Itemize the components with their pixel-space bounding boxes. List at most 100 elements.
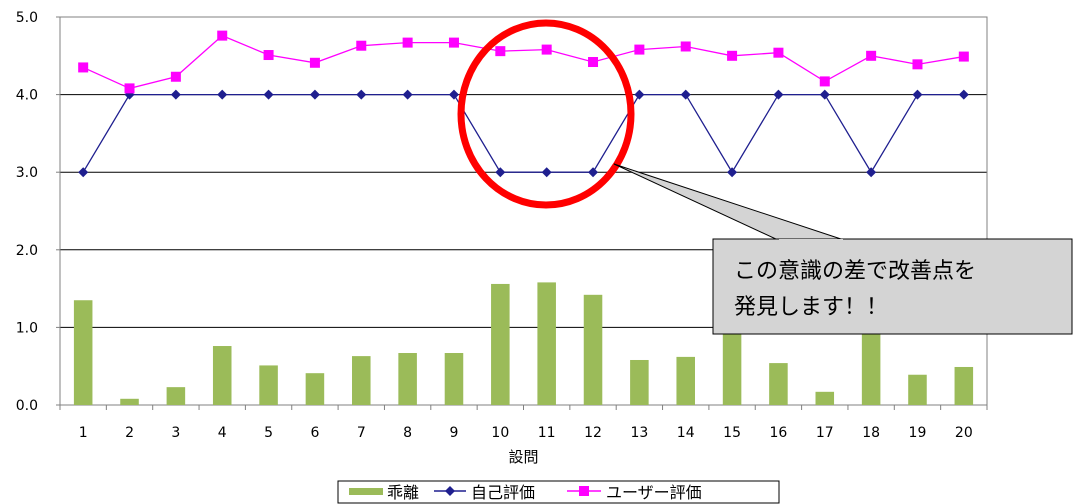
bar (583, 294, 603, 405)
x-tick-label: 11 (538, 425, 556, 441)
y-tick-label: 2.0 (16, 243, 38, 259)
x-tick-label: 20 (955, 425, 973, 441)
point (727, 50, 738, 61)
x-tick-label: 14 (677, 425, 695, 441)
x-tick-label: 5 (264, 425, 273, 441)
point (958, 51, 969, 62)
plot-frame (59, 16, 988, 406)
bar (398, 353, 417, 405)
point (866, 50, 877, 61)
point (356, 40, 367, 51)
point (448, 37, 459, 48)
point (680, 89, 691, 100)
x-tick-label: 19 (909, 425, 927, 441)
bar (908, 374, 927, 405)
point (124, 83, 135, 94)
point (588, 57, 599, 68)
x-tick-label: 3 (171, 425, 180, 441)
bar (491, 283, 510, 405)
legend-marker-user (579, 486, 589, 496)
bar (537, 282, 556, 405)
point (680, 41, 691, 52)
bar (444, 353, 464, 405)
point (263, 89, 274, 100)
point (217, 30, 228, 41)
point (541, 167, 552, 178)
point (309, 89, 320, 100)
x-tick-label: 17 (816, 425, 834, 441)
y-tick-label: 1.0 (16, 320, 38, 336)
callout-box (712, 238, 1073, 335)
x-tick-label: 13 (630, 425, 648, 441)
bar (120, 398, 139, 405)
legend-box (337, 480, 780, 504)
bar (815, 391, 835, 405)
x-tick-label: 1 (79, 425, 88, 441)
point (866, 167, 877, 178)
line-series-self (78, 89, 969, 178)
point (912, 59, 923, 70)
point (541, 44, 552, 55)
x-tick-label: 7 (357, 425, 366, 441)
y-tick-label: 4.0 (16, 88, 38, 104)
legend-label-user: ユーザー評価 (606, 483, 702, 502)
bar (73, 300, 93, 405)
callout-line-1: この意識の差で改善点を (734, 259, 976, 284)
bar-series (73, 282, 974, 405)
series-line (82, 93, 964, 174)
point (634, 89, 645, 100)
point (448, 89, 459, 100)
bar (630, 359, 649, 405)
x-tick-label: 15 (723, 425, 741, 441)
bar (212, 346, 232, 405)
line-series-user (78, 30, 969, 94)
x-tick-label: 4 (218, 425, 227, 441)
point (773, 47, 784, 58)
x-tick-label: 9 (450, 425, 459, 441)
callout-line-2: 発見します！！ (734, 295, 888, 320)
point (819, 89, 830, 100)
y-tick-label: 5.0 (16, 10, 38, 26)
point (309, 57, 320, 68)
bar (954, 366, 974, 405)
legend: 乖離 自己評価 ユーザー評価 (337, 480, 780, 504)
callout: この意識の差で改善点を 発見します！！ (613, 163, 1073, 335)
point (78, 167, 89, 178)
point (402, 89, 413, 100)
bar (676, 356, 695, 405)
point (170, 89, 181, 100)
highlight-circle (457, 19, 635, 209)
x-tick-label: 16 (770, 425, 788, 441)
bar (259, 365, 278, 405)
legend-marker-self (445, 486, 455, 496)
legend-label-gap: 乖離 (387, 483, 419, 502)
point (958, 89, 969, 100)
y-tick-label: 3.0 (16, 165, 38, 181)
point (78, 62, 89, 73)
x-tick-label: 6 (310, 425, 319, 441)
x-axis-ticks: 1 2 3 4 5 6 7 8 9 10 11 12 13 14 15 16 17 18 19 20 (59, 405, 988, 441)
legend-swatch-gap (349, 488, 383, 495)
point (495, 167, 506, 178)
point (495, 46, 506, 57)
x-tick-label: 8 (403, 425, 412, 441)
point (263, 50, 274, 61)
bar (166, 387, 186, 405)
point (588, 167, 599, 178)
plot-border (59, 16, 988, 406)
series-line (82, 34, 964, 90)
legend-label-self: 自己評価 (471, 483, 535, 502)
x-axis-label: 設問 (508, 448, 538, 466)
bar (769, 363, 788, 405)
point (634, 44, 645, 55)
point (727, 167, 738, 178)
point (773, 89, 784, 100)
x-tick-label: 10 (491, 425, 509, 441)
point (356, 89, 367, 100)
point (170, 71, 181, 82)
x-tick-label: 18 (862, 425, 880, 441)
y-tick-label: 0.0 (16, 398, 38, 414)
x-tick-label: 12 (584, 425, 602, 441)
point (217, 89, 228, 100)
